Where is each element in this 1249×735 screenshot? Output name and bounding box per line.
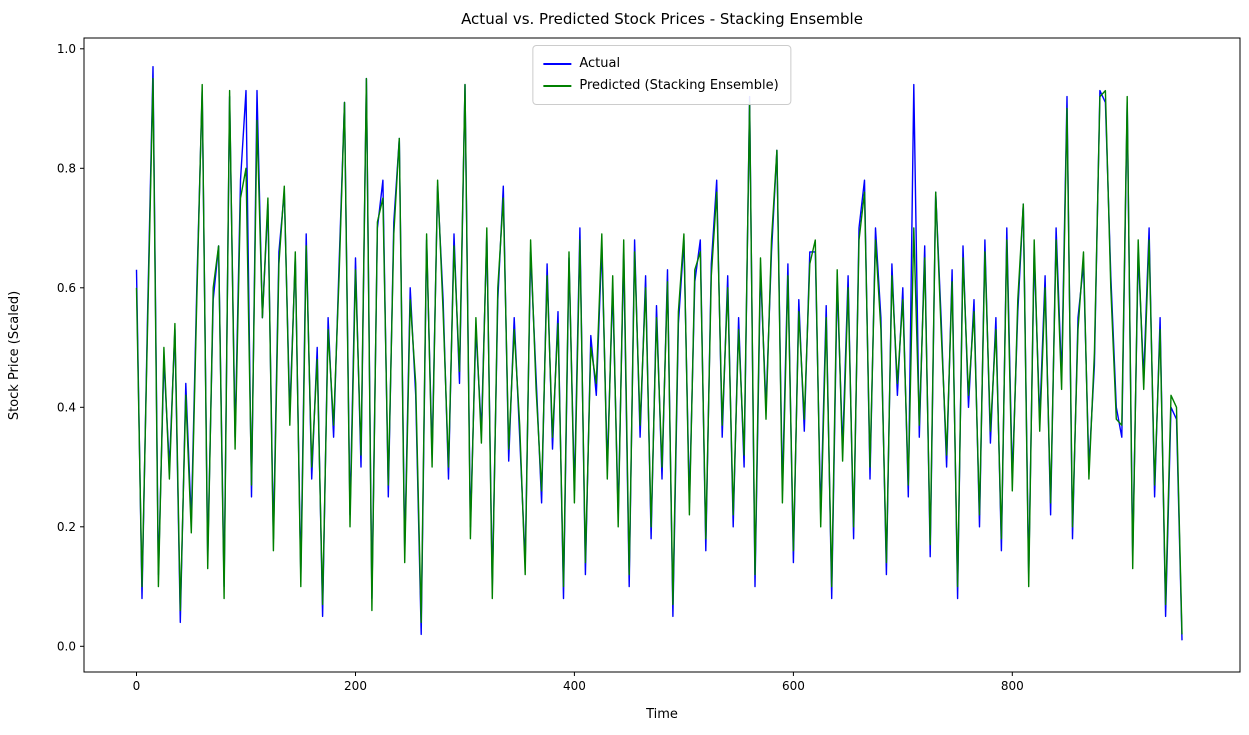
- y-axis-label-container: Stock Price (Scaled): [4, 38, 26, 672]
- series-line-1: [135, 77, 1183, 635]
- y-tick-label: 0.8: [57, 161, 76, 175]
- legend-label-predicted: Predicted (Stacking Ensemble): [579, 78, 779, 93]
- predicted-line-swatch: [543, 85, 572, 87]
- x-tick-label: 400: [563, 679, 586, 693]
- y-tick-label: 0.2: [57, 520, 76, 534]
- x-tick-label: 600: [782, 679, 805, 693]
- legend-item-predicted: Predicted (Stacking Ensemble): [543, 75, 779, 97]
- chart-title: Actual vs. Predicted Stock Prices - Stac…: [461, 10, 863, 28]
- x-tick-label: 0: [133, 679, 141, 693]
- axes-spines: [83, 37, 1241, 673]
- x-tick-label: 200: [344, 679, 367, 693]
- legend-item-actual: Actual: [543, 53, 778, 75]
- legend-label-actual: Actual: [579, 56, 621, 71]
- y-tick-label: 0.6: [57, 281, 76, 295]
- actual-line-swatch: [543, 63, 572, 65]
- legend: Actual Predicted (Stacking Ensemble): [532, 45, 792, 105]
- x-tick-label: 800: [1001, 679, 1024, 693]
- y-tick-label: 0.4: [57, 400, 76, 414]
- y-tick-label: 0.0: [57, 639, 76, 653]
- y-axis-label: Stock Price (Scaled): [7, 290, 23, 420]
- y-tick-label: 1.0: [57, 42, 76, 56]
- x-axis-label: Time: [646, 707, 678, 722]
